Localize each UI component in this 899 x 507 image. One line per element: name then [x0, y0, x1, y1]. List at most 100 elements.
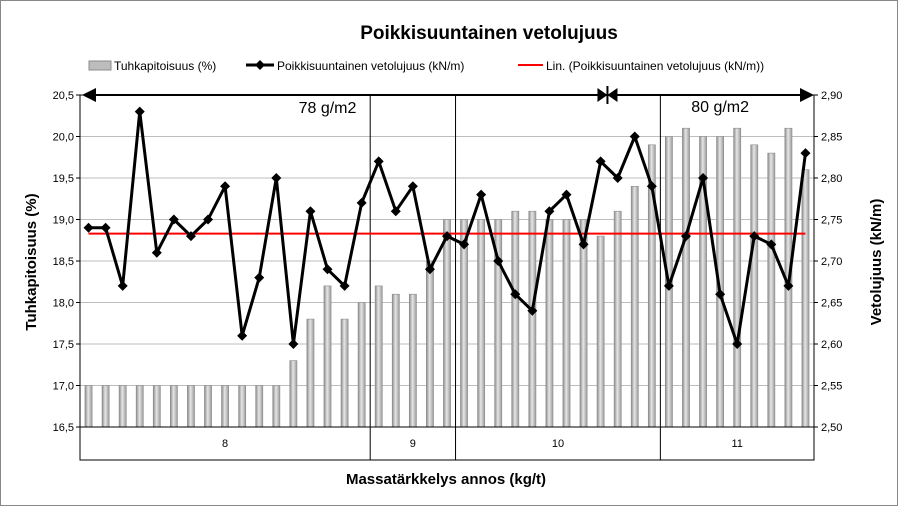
bar	[545, 219, 554, 428]
line-point	[783, 280, 794, 291]
bar	[767, 152, 776, 428]
bar	[340, 318, 349, 428]
bar	[374, 285, 383, 428]
chart-title: Poikkisuuntainen vetolujuus	[360, 23, 618, 44]
line-point	[595, 156, 606, 167]
line-point	[151, 247, 162, 258]
bar	[255, 385, 264, 428]
bar	[391, 293, 400, 428]
line-point	[185, 231, 196, 242]
bar	[408, 293, 417, 428]
left-tick-label: 16,5	[53, 422, 74, 434]
legend-swatch-marker	[255, 60, 265, 70]
legend-label-bar: Tuhkapitoisuus (%)	[114, 59, 216, 73]
left-tick-label: 18,0	[53, 298, 74, 310]
bar	[750, 144, 759, 428]
line-point	[800, 148, 811, 159]
right-tick-label: 2,90	[821, 90, 842, 102]
line-point	[510, 289, 521, 300]
left-tick-label: 19,5	[53, 173, 74, 185]
x-tick-label: 10	[552, 438, 564, 450]
line-point	[663, 280, 674, 291]
line-point	[83, 222, 94, 233]
annotation-arrowhead-mid-left	[607, 88, 618, 102]
legend-swatch-bar	[88, 60, 112, 71]
line-point	[390, 206, 401, 217]
line-point	[100, 222, 111, 233]
plot-area: 8 9 10 11 16,5 17,0 17,5 18,0 18,5 19,0 19,5 20,0 20…	[53, 86, 842, 461]
bar	[169, 385, 178, 428]
right-tick-label: 2,80	[821, 173, 842, 185]
left-tick-label: 17,5	[53, 339, 74, 351]
right-tick-label: 2,85	[821, 132, 842, 144]
line-point	[356, 197, 367, 208]
line-point	[476, 189, 487, 200]
right-tick-label: 2,70	[821, 256, 842, 268]
bar	[272, 385, 281, 428]
line-point	[117, 280, 128, 291]
bar	[511, 210, 520, 428]
x-tick-label: 8	[222, 438, 228, 450]
bar	[323, 285, 332, 428]
bar	[613, 210, 622, 428]
right-tick-label: 2,55	[821, 381, 842, 393]
left-axis-label: Tuhkapitoisuus (%)	[23, 193, 40, 330]
line-point	[646, 181, 657, 192]
legend: Tuhkapitoisuus (%) Poikkisuuntainen veto…	[88, 59, 764, 73]
x-tick-label: 11	[731, 438, 742, 450]
line-point	[271, 173, 282, 183]
line-point	[544, 206, 555, 217]
bar	[204, 385, 212, 428]
bar	[426, 260, 434, 428]
line-point	[459, 239, 470, 250]
bar	[477, 219, 486, 428]
line-point	[561, 189, 572, 200]
line-point	[732, 339, 743, 349]
bar	[289, 360, 298, 428]
legend-label-trend: Lin. (Poikkisuuntainen vetolujuus (kN/m)…	[546, 59, 764, 73]
left-tick-label: 20,5	[53, 90, 74, 102]
line-point	[220, 181, 231, 192]
line-point	[168, 214, 179, 225]
bar	[238, 385, 247, 428]
legend-label-line: Poikkisuuntainen vetolujuus (kN/m)	[277, 59, 464, 73]
line-point	[612, 173, 623, 183]
line-point	[288, 339, 299, 349]
bar	[596, 235, 605, 428]
bar	[152, 385, 161, 428]
right-tick-label: 2,50	[821, 422, 842, 434]
left-tick-label: 19,0	[53, 215, 74, 227]
bar	[528, 210, 537, 428]
line-point	[134, 106, 145, 117]
bar	[135, 385, 144, 428]
bar	[630, 186, 639, 428]
right-tick-label: 2,75	[821, 215, 842, 227]
line-point	[715, 289, 726, 300]
right-axis-label: Vetolujuus (kN/m)	[868, 199, 885, 326]
line-point	[373, 156, 384, 167]
bar	[733, 127, 742, 428]
bar	[84, 385, 93, 428]
line-point	[203, 214, 214, 225]
left-tick-label: 17,0	[53, 381, 74, 393]
bar	[221, 385, 229, 428]
bar	[562, 219, 571, 428]
line-point	[424, 264, 435, 275]
line-point	[680, 231, 691, 242]
bar	[579, 219, 588, 428]
right-tick-label: 2,60	[821, 339, 842, 351]
line-point	[237, 330, 248, 341]
line-point	[305, 206, 316, 217]
line-point	[766, 239, 777, 250]
line-point	[527, 305, 538, 316]
bar	[101, 385, 110, 428]
line-point	[339, 280, 350, 291]
bar	[118, 385, 127, 428]
bar	[443, 219, 451, 428]
bar	[357, 302, 366, 428]
right-tick-label: 2,65	[821, 298, 842, 310]
bar	[801, 169, 810, 428]
bar	[682, 127, 690, 428]
annotation-arrowhead-left	[82, 88, 96, 102]
